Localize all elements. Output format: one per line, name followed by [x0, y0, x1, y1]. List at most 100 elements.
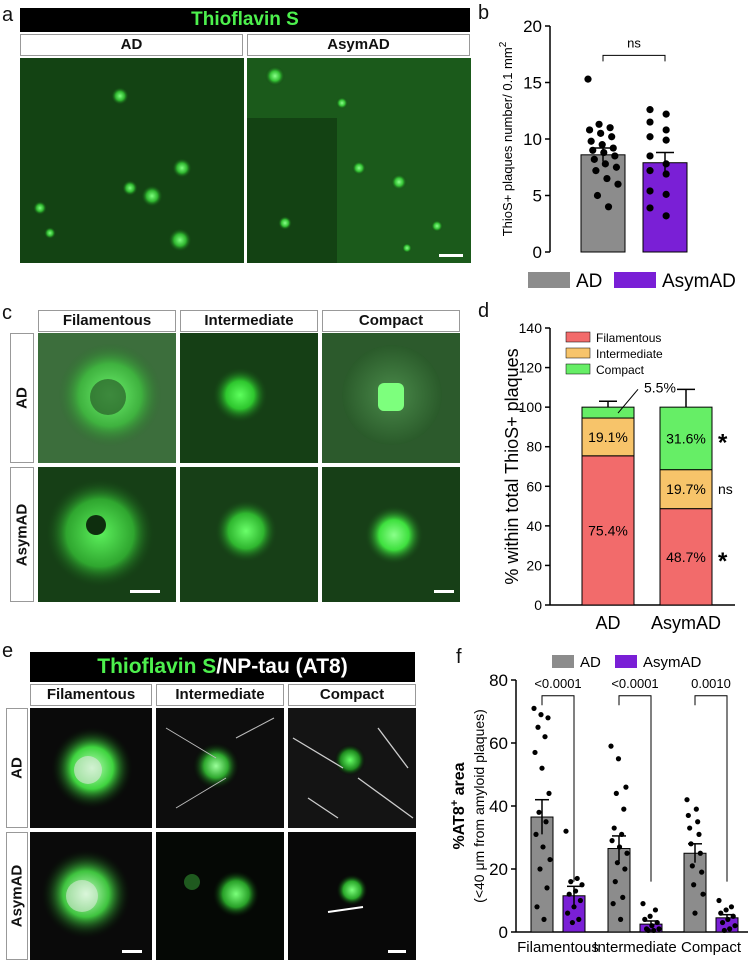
p-value-label: <0.0001: [611, 676, 658, 691]
x-tick-label: AsymAD: [651, 613, 721, 633]
data-point: [646, 106, 654, 114]
micrograph-e-ad-compact: [288, 708, 416, 828]
panel-a-banner: Thioflavin S: [20, 8, 470, 32]
sig-intermediate: ns: [718, 481, 733, 497]
segment-compact: [659, 406, 713, 471]
data-point: [609, 838, 615, 844]
data-point: [597, 129, 605, 137]
chart-f: 0 20 40 60 80 %AT8+ area (<40 μm from amyloid …: [449, 654, 748, 956]
data-point: [539, 765, 545, 771]
data-point: [730, 913, 736, 919]
data-point: [645, 927, 651, 934]
panel-c-letter: c: [2, 302, 12, 324]
y-tick-label: 60: [489, 734, 508, 753]
data-point: [692, 910, 698, 916]
data-point: [543, 819, 549, 825]
y-axis-label: %AT8+ area: [449, 762, 468, 849]
legend-label-asymad: AsymAD: [662, 271, 736, 292]
panel-c-col-filamentous: Filamentous: [38, 310, 176, 332]
banner-green-text: Thioflavin S: [97, 655, 217, 678]
y-tick-label: 20: [489, 860, 508, 879]
x-tick-label: Filamentous: [517, 939, 599, 956]
legend-swatch-asymad: [615, 655, 637, 668]
comparison-label: ns: [627, 35, 641, 50]
data-point: [585, 126, 594, 134]
data-point: [608, 133, 616, 141]
panel-c-row-ad: AD: [10, 333, 34, 463]
micrograph-e-asymad-compact: [288, 832, 416, 960]
y-axis-label-tail: area: [451, 762, 468, 799]
segment-label: 48.7%: [666, 549, 706, 565]
micrograph-e-ad-intermediate: [156, 708, 284, 828]
data-point: [621, 806, 627, 812]
segment-label: 19.7%: [666, 481, 706, 497]
data-point: [662, 110, 670, 118]
micrograph-c-asymad-compact: [322, 467, 460, 602]
panel-e-letter: e: [2, 640, 14, 662]
panel-c-col-intermediate: Intermediate: [180, 310, 318, 332]
data-point: [685, 812, 691, 819]
data-point: [579, 882, 585, 888]
data-point: [646, 118, 654, 126]
data-point: [614, 860, 620, 866]
data-point: [695, 819, 701, 825]
data-point: [656, 926, 662, 932]
data-point: [662, 170, 670, 178]
data-point: [725, 916, 731, 922]
data-point: [646, 187, 654, 195]
data-point: [571, 904, 577, 910]
data-point: [606, 124, 614, 132]
y-tick-label: 100: [519, 399, 543, 415]
micrograph-e-ad-filamentous: [30, 708, 152, 828]
micrograph-e-asymad-intermediate: [156, 832, 284, 960]
data-point: [587, 137, 595, 145]
panel-a-letter: a: [2, 4, 14, 26]
micrograph-c-ad-compact: [322, 333, 460, 463]
data-point: [646, 152, 654, 160]
callout-line: [617, 389, 639, 414]
data-point: [540, 844, 546, 850]
data-point: [533, 831, 539, 837]
data-point: [649, 923, 655, 929]
data-point: [716, 897, 722, 904]
panel-f-letter: f: [456, 646, 462, 668]
data-point: [590, 155, 598, 163]
data-point: [642, 916, 648, 922]
data-point: [640, 901, 646, 907]
data-point: [616, 844, 623, 850]
data-point: [624, 850, 630, 856]
data-point: [598, 141, 606, 149]
data-point: [568, 879, 574, 885]
segment-label: 19.1%: [588, 429, 628, 445]
banner-white-text: /NP-tau (AT8): [216, 655, 348, 678]
data-point: [687, 825, 693, 831]
chart-d: 0 20 40 60 80 100 120 140 % within total ThioS+ …: [502, 320, 735, 633]
y-axis-label: ThioS+ plaques number/ 0.1 mm2: [498, 41, 515, 236]
panel-e-banner: Thioflavin S/NP-tau (AT8): [30, 652, 415, 682]
legend-swatch: [565, 331, 591, 343]
data-point: [593, 191, 602, 200]
p-value-label: <0.0001: [534, 676, 581, 691]
data-point: [566, 891, 572, 897]
data-point: [611, 152, 619, 160]
data-point: [614, 180, 622, 188]
panel-e-col-intermediate: Intermediate: [156, 684, 284, 706]
data-point: [619, 831, 625, 837]
micrograph-c-ad-intermediate: [180, 333, 318, 463]
micrograph-e-asymad-filamentous: [30, 832, 152, 960]
data-point: [646, 204, 654, 212]
data-point: [699, 869, 705, 875]
y-tick-label: 15: [523, 74, 542, 93]
y-tick-label: 20: [526, 557, 542, 573]
y-axis-label-2: (<40 μm from amyloid plaques): [471, 709, 487, 903]
data-point: [723, 907, 729, 913]
data-point: [610, 901, 616, 907]
data-point: [546, 790, 552, 796]
micrograph-a-asymad: [247, 58, 471, 263]
data-point: [547, 856, 553, 863]
y-tick-label: 0: [534, 597, 542, 613]
legend-swatch: [565, 347, 591, 359]
chart-b: 0 5 10 15 20 ThioS+ plaques number/ 0.1 mm2 ns…: [498, 17, 736, 292]
data-point: [688, 841, 694, 847]
legend-label: Compact: [596, 363, 645, 377]
